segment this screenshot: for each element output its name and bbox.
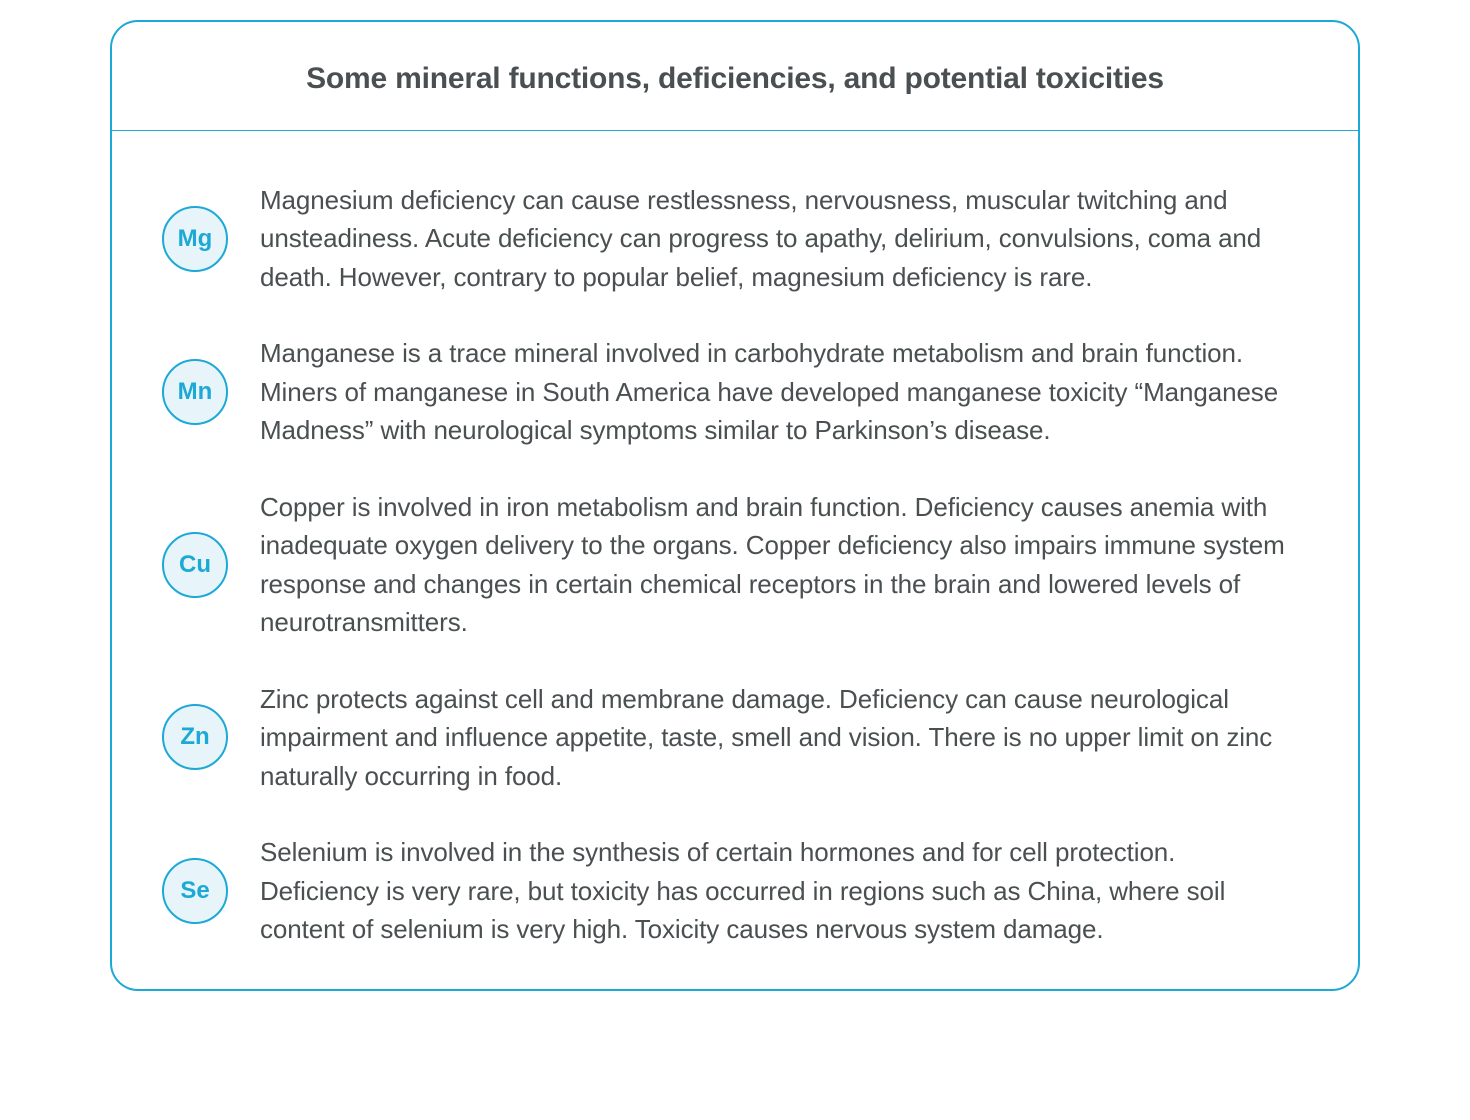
mineral-description: Zinc protects against cell and membrane …	[260, 680, 1298, 795]
mineral-symbol: Zn	[180, 723, 209, 751]
mineral-badge-mn: Mn	[162, 359, 228, 425]
mineral-badge-se: Se	[162, 858, 228, 924]
mineral-description: Magnesium deficiency can cause restlessn…	[260, 181, 1298, 296]
card-header: Some mineral functions, deficiencies, an…	[112, 22, 1358, 131]
mineral-row-se: Se Selenium is involved in the synthesis…	[162, 833, 1298, 948]
mineral-description: Selenium is involved in the synthesis of…	[260, 833, 1298, 948]
card-title: Some mineral functions, deficiencies, an…	[172, 62, 1298, 96]
mineral-symbol: Mg	[178, 225, 213, 253]
mineral-symbol: Mn	[178, 378, 213, 406]
mineral-symbol: Cu	[179, 551, 211, 579]
card-body: Mg Magnesium deficiency can cause restle…	[112, 131, 1358, 989]
mineral-row-zn: Zn Zinc protects against cell and membra…	[162, 680, 1298, 795]
mineral-row-mn: Mn Manganese is a trace mineral involved…	[162, 334, 1298, 449]
mineral-badge-cu: Cu	[162, 532, 228, 598]
mineral-badge-zn: Zn	[162, 704, 228, 770]
mineral-row-cu: Cu Copper is involved in iron metabolism…	[162, 488, 1298, 642]
mineral-badge-mg: Mg	[162, 206, 228, 272]
mineral-symbol: Se	[180, 877, 209, 905]
mineral-description: Manganese is a trace mineral involved in…	[260, 334, 1298, 449]
mineral-description: Copper is involved in iron metabolism an…	[260, 488, 1298, 642]
mineral-info-card: Some mineral functions, deficiencies, an…	[110, 20, 1360, 991]
mineral-row-mg: Mg Magnesium deficiency can cause restle…	[162, 181, 1298, 296]
